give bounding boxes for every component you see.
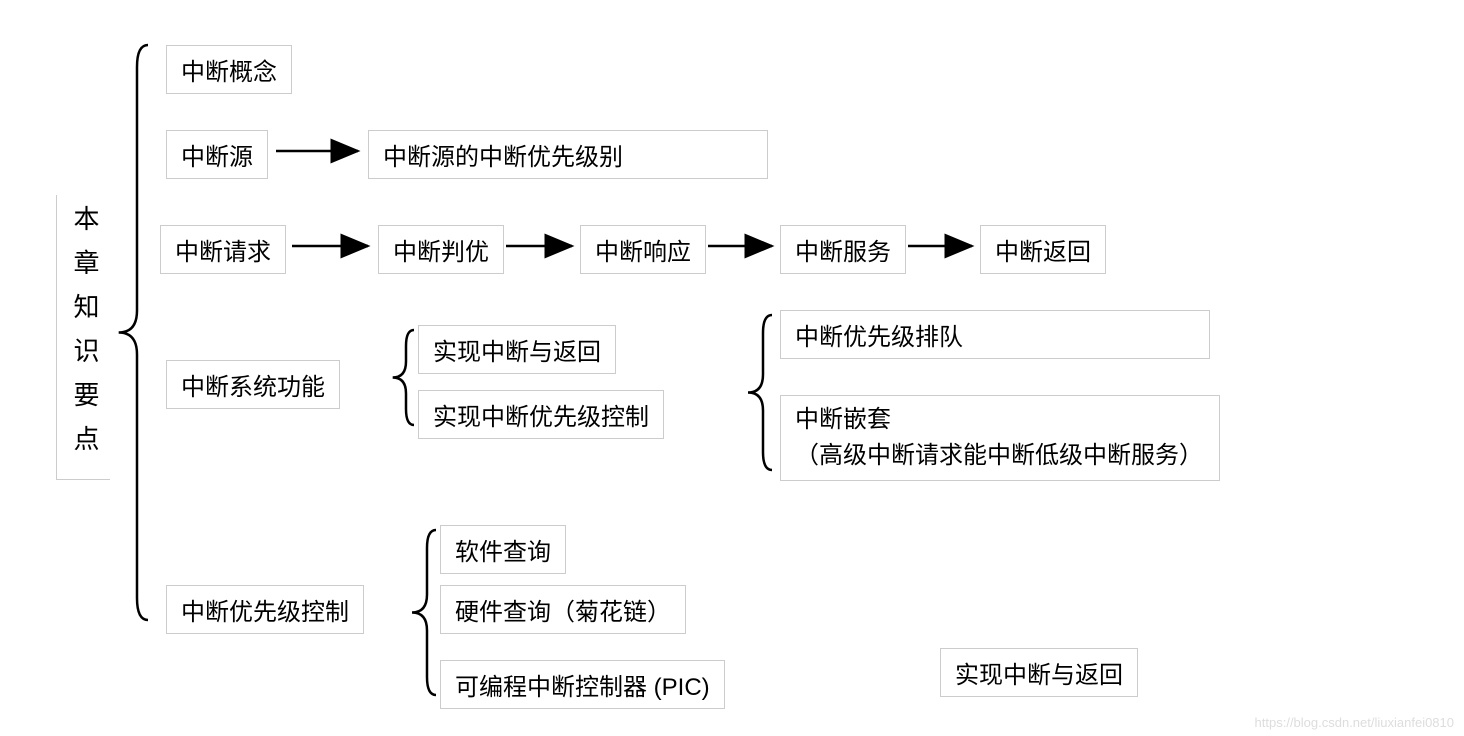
node-hard-poll: 硬件查询（菊花链） xyxy=(440,585,686,634)
node-return: 中断返回 xyxy=(980,225,1106,274)
node-priority-control: 中断优先级控制 xyxy=(166,585,364,634)
node-impl-priority-ctrl: 实现中断优先级控制 xyxy=(418,390,664,439)
node-pic: 可编程中断控制器 (PIC) xyxy=(440,660,725,709)
node-soft-poll: 软件查询 xyxy=(440,525,566,574)
node-arbitrate: 中断判优 xyxy=(378,225,504,274)
node-request: 中断请求 xyxy=(160,225,286,274)
watermark: https://blog.csdn.net/liuxianfei0810 xyxy=(1255,715,1454,730)
node-respond: 中断响应 xyxy=(580,225,706,274)
node-source: 中断源 xyxy=(166,130,268,179)
node-system-func: 中断系统功能 xyxy=(166,360,340,409)
node-nesting-line2: （高级中断请求能中断低级中断服务） xyxy=(795,442,1203,469)
node-impl-int-return: 实现中断与返回 xyxy=(418,325,616,374)
node-priority-queue: 中断优先级排队 xyxy=(780,310,1210,359)
root-label: 本章知识要点 xyxy=(56,195,110,480)
node-nesting: 中断嵌套 （高级中断请求能中断低级中断服务） xyxy=(780,395,1220,481)
node-nesting-line1: 中断嵌套 xyxy=(795,406,891,433)
node-concept: 中断概念 xyxy=(166,45,292,94)
node-source-priority: 中断源的中断优先级别 xyxy=(368,130,768,179)
node-service: 中断服务 xyxy=(780,225,906,274)
node-impl-int-return-2: 实现中断与返回 xyxy=(940,648,1138,697)
